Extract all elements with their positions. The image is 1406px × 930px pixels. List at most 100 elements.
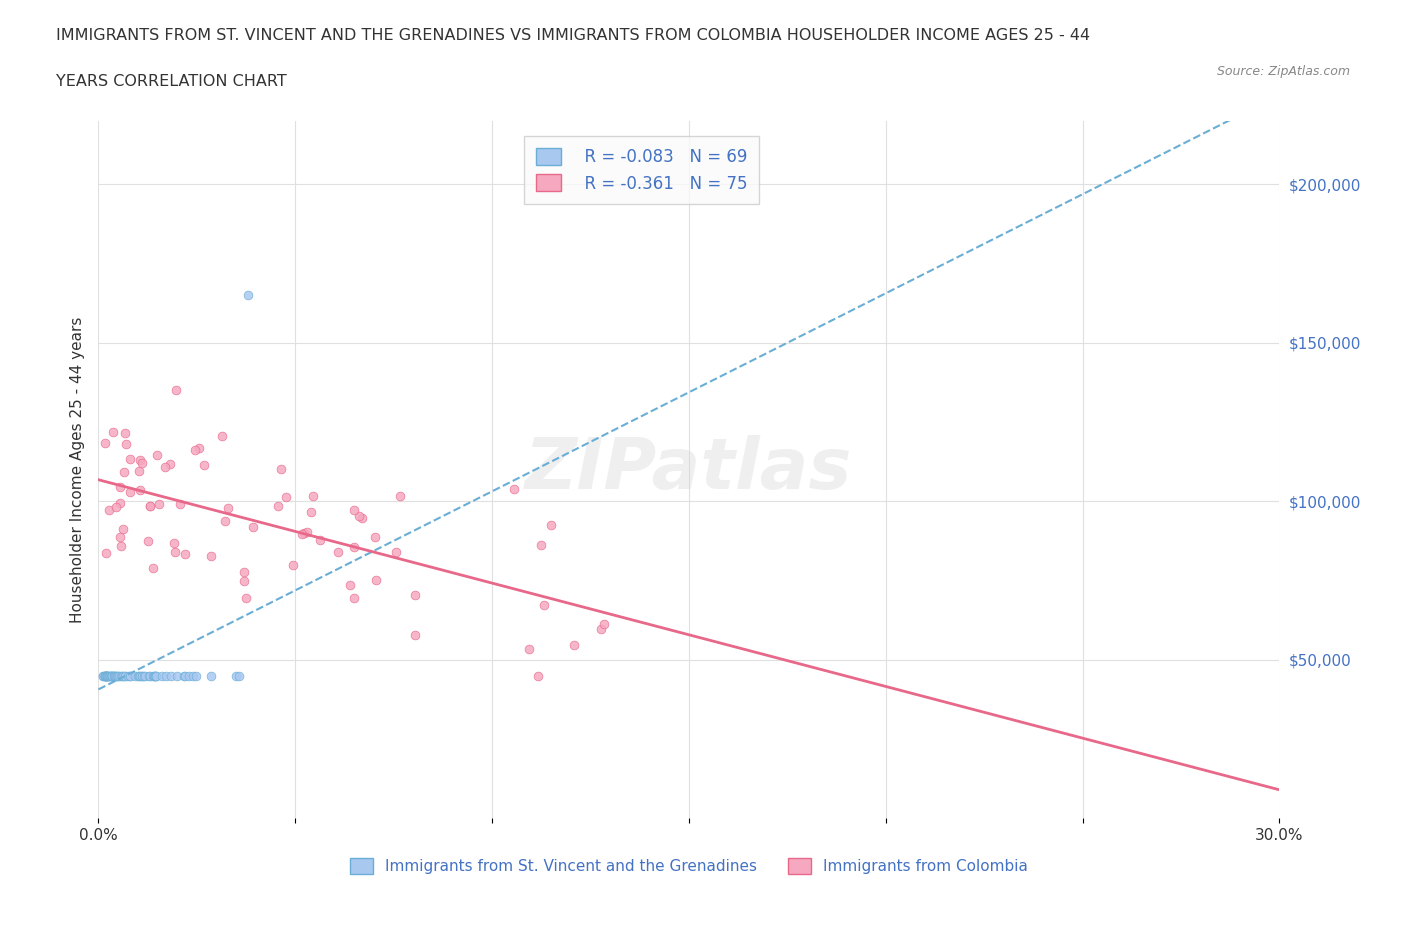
Point bbox=[107, 669, 129, 684]
Point bbox=[115, 436, 138, 451]
Point bbox=[228, 669, 250, 684]
Point bbox=[211, 429, 233, 444]
Point bbox=[267, 498, 290, 513]
Point bbox=[97, 669, 120, 684]
Point bbox=[105, 669, 128, 684]
Point bbox=[110, 496, 132, 511]
Point bbox=[145, 669, 167, 684]
Point bbox=[350, 511, 373, 525]
Point bbox=[179, 669, 201, 684]
Point bbox=[200, 669, 222, 684]
Point bbox=[103, 425, 125, 440]
Point bbox=[128, 453, 150, 468]
Point bbox=[295, 525, 318, 539]
Point bbox=[384, 545, 406, 560]
Point bbox=[173, 669, 195, 684]
Point bbox=[142, 560, 165, 575]
Point bbox=[299, 504, 322, 519]
Point bbox=[188, 441, 211, 456]
Point bbox=[110, 538, 132, 553]
Point bbox=[366, 572, 388, 587]
Point bbox=[105, 499, 128, 514]
Point bbox=[97, 669, 120, 684]
Point bbox=[114, 425, 136, 440]
Point bbox=[108, 530, 131, 545]
Point bbox=[503, 482, 526, 497]
Point bbox=[364, 530, 387, 545]
Point bbox=[163, 545, 186, 560]
Point bbox=[110, 669, 132, 684]
Point bbox=[120, 669, 142, 684]
Point bbox=[302, 488, 325, 503]
Point bbox=[138, 669, 160, 684]
Point bbox=[98, 502, 121, 517]
Point bbox=[343, 539, 366, 554]
Point bbox=[101, 669, 124, 684]
Point bbox=[131, 456, 153, 471]
Point bbox=[225, 669, 247, 684]
Point bbox=[153, 459, 176, 474]
Point bbox=[145, 669, 167, 684]
Point bbox=[103, 669, 125, 684]
Point bbox=[235, 591, 257, 605]
Point bbox=[100, 669, 122, 684]
Point bbox=[128, 669, 150, 684]
Point bbox=[283, 557, 305, 572]
Point bbox=[131, 669, 153, 684]
Point bbox=[404, 628, 426, 643]
Text: IMMIGRANTS FROM ST. VINCENT AND THE GRENADINES VS IMMIGRANTS FROM COLOMBIA HOUSE: IMMIGRANTS FROM ST. VINCENT AND THE GREN… bbox=[56, 28, 1091, 43]
Point bbox=[159, 457, 181, 472]
Point bbox=[143, 669, 166, 684]
Point bbox=[94, 669, 117, 684]
Point bbox=[134, 669, 156, 684]
Point bbox=[533, 597, 555, 612]
Point bbox=[142, 669, 165, 684]
Point bbox=[127, 669, 149, 684]
Point bbox=[94, 669, 117, 684]
Point bbox=[110, 480, 132, 495]
Point bbox=[232, 574, 254, 589]
Point bbox=[517, 642, 540, 657]
Point bbox=[527, 669, 550, 684]
Text: ZIPatlas: ZIPatlas bbox=[526, 435, 852, 504]
Point bbox=[105, 669, 128, 684]
Point bbox=[169, 497, 191, 512]
Point bbox=[562, 637, 585, 652]
Point bbox=[128, 464, 150, 479]
Point bbox=[100, 669, 122, 684]
Point bbox=[174, 547, 197, 562]
Text: Source: ZipAtlas.com: Source: ZipAtlas.com bbox=[1216, 65, 1350, 78]
Point bbox=[589, 621, 612, 636]
Point bbox=[343, 591, 366, 605]
Point bbox=[155, 669, 177, 684]
Point bbox=[139, 498, 162, 513]
Point bbox=[163, 535, 186, 550]
Point bbox=[100, 669, 122, 684]
Point bbox=[94, 669, 117, 684]
Point bbox=[138, 499, 160, 514]
Point bbox=[103, 669, 125, 684]
Point bbox=[270, 461, 292, 476]
Point bbox=[214, 513, 236, 528]
Point bbox=[94, 669, 117, 684]
Point bbox=[112, 465, 135, 480]
Point bbox=[150, 669, 173, 684]
Point bbox=[160, 669, 183, 684]
Point bbox=[165, 383, 187, 398]
Text: YEARS CORRELATION CHART: YEARS CORRELATION CHART bbox=[56, 74, 287, 89]
Point bbox=[112, 522, 135, 537]
Point bbox=[326, 544, 349, 559]
Point bbox=[347, 509, 370, 524]
Point bbox=[142, 669, 165, 684]
Point bbox=[292, 525, 315, 540]
Point bbox=[184, 442, 207, 457]
Point bbox=[101, 669, 124, 684]
Point bbox=[388, 489, 411, 504]
Point bbox=[98, 669, 121, 684]
Point bbox=[242, 519, 264, 534]
Point bbox=[148, 497, 170, 512]
Point bbox=[94, 435, 117, 450]
Point bbox=[96, 545, 118, 560]
Point bbox=[339, 578, 361, 592]
Point bbox=[200, 549, 222, 564]
